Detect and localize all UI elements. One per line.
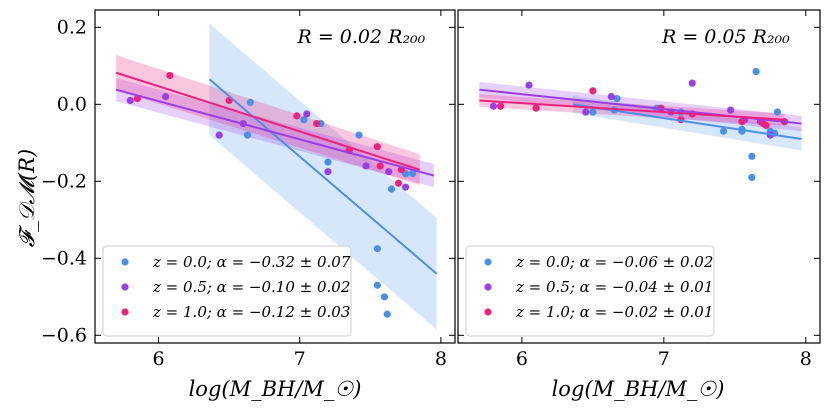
- legend-label-left-1: z = 0.5; α = −0.10 ± 0.02: [152, 278, 350, 296]
- fit-line-right-2: [479, 99, 785, 121]
- data-point-left-2-4: [313, 119, 321, 128]
- y-tick-label-4: −0.6: [41, 324, 87, 346]
- legend-left: z = 0.0; α = −0.32 ± 0.07 z = 0.5; α = −0…: [102, 245, 352, 337]
- panel-right: 6 7 8 R = 0.05 R₂₀₀ z = 0.0; α = −0.06 ± 0.0…: [457, 9, 821, 370]
- data-point-right-1-0: [489, 102, 498, 110]
- legend-marker-left-0: [121, 258, 129, 266]
- data-point-left-2-6: [373, 143, 381, 151]
- legend-label-right-0: z = 0.0; α = −0.06 ± 0.02: [515, 253, 713, 271]
- fit-line-right-0: [572, 103, 802, 140]
- legend-marker-right-0: [484, 258, 492, 266]
- data-point-left-1-8: [385, 168, 393, 176]
- data-point-left-0-2: [300, 116, 308, 124]
- data-point-left-0-6: [373, 245, 381, 253]
- axes-frame-left: [94, 9, 456, 344]
- plot-area-right: [479, 67, 802, 182]
- y-axis-title: 𝓕_𝒟𝓜(R): [15, 149, 39, 247]
- legend-label-left-0: z = 0.0; α = −0.32 ± 0.07: [152, 253, 351, 271]
- panel-annotation-left: R = 0.02 R₂₀₀: [296, 26, 425, 48]
- legend-label-right-1: z = 0.5; α = −0.04 ± 0.01: [515, 278, 713, 296]
- x-tick-label-left-0: 6: [152, 348, 164, 370]
- x-tick-label-left-2: 8: [435, 348, 447, 370]
- legend-label-left-2: z = 1.0; α = −0.12 ± 0.03: [152, 303, 350, 321]
- data-point-right-0-5: [719, 127, 728, 135]
- data-point-left-0-10: [387, 185, 396, 193]
- data-point-left-2-8: [394, 179, 403, 187]
- legend-box-left: [102, 245, 352, 337]
- data-point-left-1-4: [303, 110, 311, 118]
- data-point-left-2-1: [166, 71, 174, 80]
- data-point-right-0-0: [589, 108, 597, 116]
- data-point-left-0-4: [324, 158, 332, 166]
- legend-marker-left-1: [121, 283, 129, 291]
- panel-annotation-right: R = 0.05 R₂₀₀: [661, 26, 790, 48]
- x-tick-label-right-0: 6: [516, 348, 528, 370]
- data-point-left-0-9: [383, 310, 391, 318]
- data-point-right-1-2: [582, 108, 590, 116]
- data-point-left-1-2: [215, 131, 223, 139]
- plot-area-left: [115, 23, 438, 330]
- data-point-right-0-2: [613, 94, 621, 103]
- x-tick-label-right-2: 8: [800, 348, 812, 370]
- data-point-left-0-1: [243, 131, 252, 139]
- legend-label-right-2: z = 1.0; α = −0.02 ± 0.01: [515, 303, 713, 321]
- x-axis-title-right: log(M_BH/M_☉): [552, 377, 725, 401]
- legend-marker-left-2: [121, 308, 129, 316]
- fit-line-left-1: [115, 88, 435, 177]
- data-point-right-1-5: [688, 79, 696, 87]
- fit-line-left-2: [115, 71, 421, 171]
- data-point-right-2-8: [762, 121, 770, 130]
- x-tick-label-right-1: 7: [658, 348, 670, 370]
- x-axis-title-left: log(M_BH/M_☉): [189, 377, 362, 401]
- legend-box-right: [465, 245, 715, 337]
- data-point-left-0-5: [355, 131, 363, 139]
- legend-right: z = 0.0; α = −0.06 ± 0.02 z = 0.5; α = −0…: [465, 245, 715, 337]
- x-tick-label-left-1: 7: [294, 348, 306, 370]
- data-point-right-2-1: [532, 104, 540, 112]
- data-point-right-0-8: [748, 152, 756, 160]
- data-point-right-2-6: [738, 118, 746, 126]
- data-point-left-2-7: [376, 162, 384, 170]
- legend-marker-right-2: [484, 308, 492, 316]
- data-point-left-0-0: [246, 98, 254, 106]
- data-point-left-0-12: [409, 170, 417, 178]
- legend-marker-right-1: [484, 283, 492, 291]
- data-point-left-1-9: [401, 183, 410, 191]
- data-point-right-1-3: [607, 93, 615, 101]
- y-tick-label-2: −0.2: [41, 170, 87, 192]
- data-point-right-2-0: [496, 102, 505, 110]
- data-point-left-1-0: [126, 96, 134, 105]
- data-point-right-0-9: [748, 173, 756, 182]
- data-point-right-1-6: [726, 106, 735, 114]
- y-tick-label-0: 0.2: [57, 16, 87, 38]
- data-point-left-0-8: [380, 293, 389, 301]
- data-point-left-1-1: [161, 93, 170, 101]
- data-point-right-1-1: [525, 81, 533, 89]
- data-point-right-0-10: [752, 67, 760, 76]
- axes-frame-right: [457, 9, 821, 344]
- fit-line-left-0: [208, 78, 438, 275]
- data-point-left-1-5: [324, 168, 332, 176]
- data-point-right-2-2: [589, 87, 597, 95]
- data-point-left-0-7: [373, 281, 381, 289]
- data-point-right-0-13: [773, 108, 782, 116]
- y-tick-label-1: 0.0: [57, 93, 87, 115]
- data-point-left-2-3: [293, 112, 301, 120]
- y-tick-label-3: −0.4: [41, 247, 87, 269]
- confidence-band-left-2: [116, 55, 420, 186]
- panel-left: 6 7 8 0.2 0.0 −0.2 −0.4 −0.6 R = 0.02 R₂₀₀ z = 0.…: [41, 9, 456, 370]
- data-point-left-1-7: [362, 162, 370, 170]
